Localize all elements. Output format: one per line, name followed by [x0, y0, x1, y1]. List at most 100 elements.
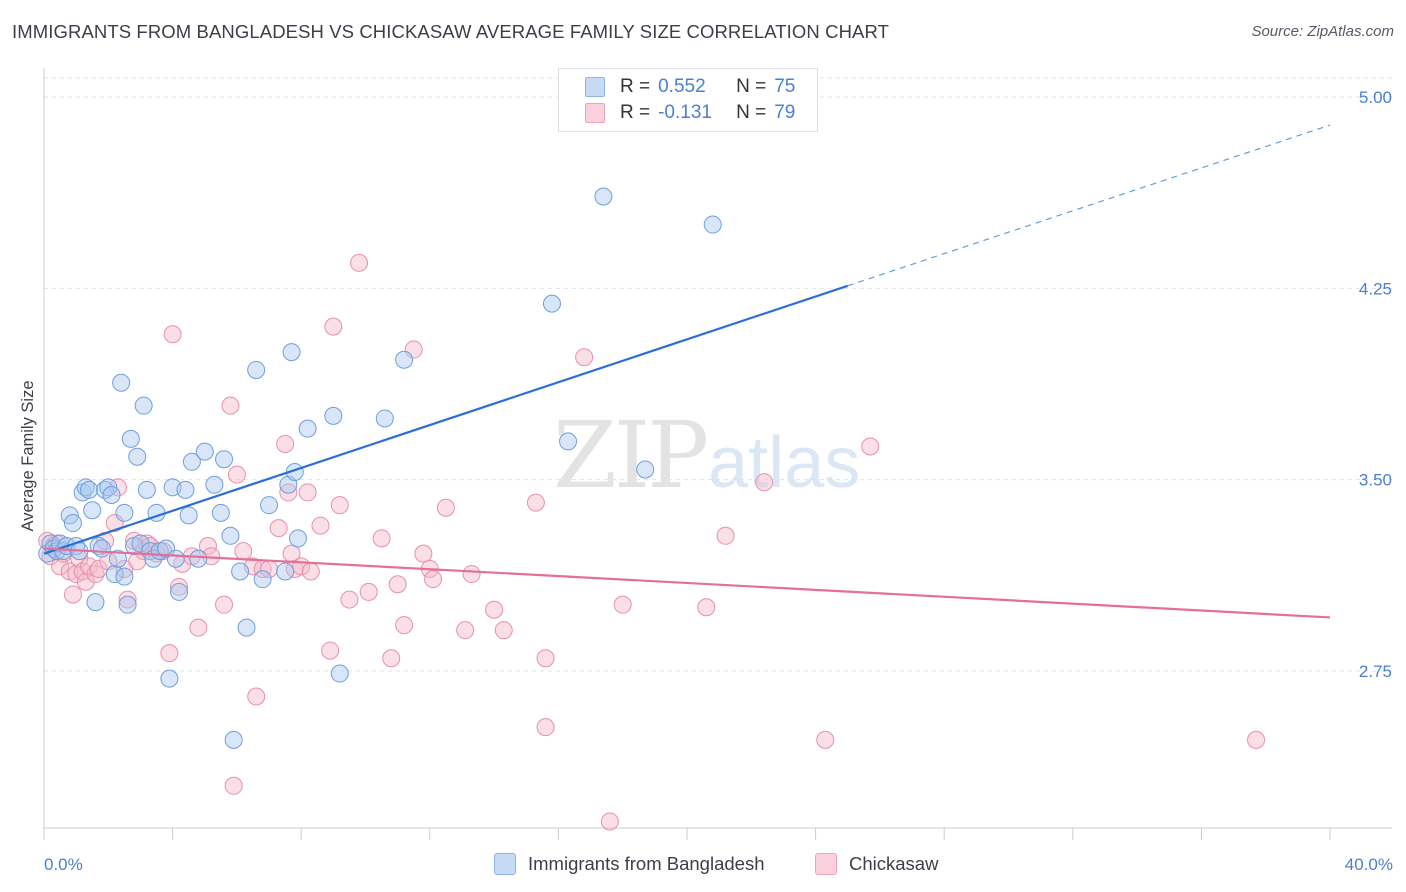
legend-r-value: 0.552: [658, 76, 706, 97]
chickasaw-point: [234, 542, 253, 561]
chickasaw-point: [324, 317, 343, 336]
bangladesh-point: [134, 396, 153, 415]
chickasaw-point: [716, 526, 735, 545]
chickasaw-point: [89, 559, 108, 578]
bottom-legend-label: Immigrants from Bangladesh: [528, 853, 765, 874]
chickasaw-point: [269, 519, 288, 538]
chickasaw-point: [861, 437, 880, 456]
bottom-legend-label: Chickasaw: [849, 853, 939, 874]
chickasaw-point: [536, 718, 555, 737]
bangladesh-point: [703, 215, 722, 234]
bangladesh-point: [276, 562, 295, 581]
chickasaw-point: [76, 572, 95, 591]
y-tick-label: 4.25: [1359, 279, 1392, 298]
chickasaw-point: [485, 600, 504, 619]
bangladesh-point: [86, 593, 105, 612]
chickasaw-point: [395, 616, 414, 635]
bangladesh-point: [118, 595, 137, 614]
bottom-legend-chickasaw[interactable]: Chickasaw: [815, 852, 938, 876]
chickasaw-point: [215, 595, 234, 614]
chickasaw-point: [276, 434, 295, 453]
legend-row-bangladesh: R = 0.552 N = 75: [585, 75, 795, 99]
source-credit[interactable]: Source: ZipAtlas.com: [1251, 23, 1394, 40]
bangladesh-point: [179, 506, 198, 525]
bangladesh-point: [189, 549, 208, 568]
bangladesh-point: [253, 570, 272, 589]
chickasaw-point: [350, 253, 369, 272]
chickasaw-point: [414, 544, 433, 563]
legend-r-value: -0.131: [658, 102, 712, 123]
chickasaw-point: [755, 473, 774, 492]
chickasaw-point: [224, 776, 243, 795]
chickasaw-point: [160, 644, 179, 663]
chickasaw-point: [526, 493, 545, 512]
legend-swatch-pink: [585, 103, 605, 123]
chickasaw-point: [697, 598, 716, 617]
bottom-legend-bangladesh[interactable]: Immigrants from Bangladesh: [494, 852, 765, 876]
bangladesh-point: [247, 360, 266, 379]
chickasaw-point: [382, 649, 401, 668]
chickasaw-point: [301, 562, 320, 581]
bangladesh-point: [215, 450, 234, 469]
chickasaw-point: [311, 516, 330, 535]
bangladesh-point: [375, 409, 394, 428]
chickasaw-point: [600, 812, 619, 831]
y-tick-label: 5.00: [1359, 88, 1392, 107]
chickasaw-point: [1247, 730, 1266, 749]
bangladesh-point: [137, 480, 156, 499]
bangladesh-point: [160, 669, 179, 688]
bangladesh-point: [221, 526, 240, 545]
bangladesh-point: [324, 406, 343, 425]
bangladesh-point: [636, 460, 655, 479]
bangladesh-point: [115, 503, 134, 522]
chickasaw-point: [321, 641, 340, 660]
chickasaw-point: [536, 649, 555, 668]
bangladesh-point: [128, 447, 147, 466]
chickasaw-point: [575, 348, 594, 367]
bangladesh-point: [121, 429, 140, 448]
bangladesh-point: [166, 549, 185, 568]
bangladesh-point: [542, 294, 561, 313]
bangladesh-point: [211, 503, 230, 522]
bottom-legend-swatch-blue: [494, 853, 516, 875]
chickasaw-point: [372, 529, 391, 548]
bangladesh-point: [92, 539, 111, 558]
chickasaw-point: [424, 570, 443, 589]
bangladesh-point: [288, 529, 307, 548]
legend-n-label: N =: [736, 102, 767, 123]
chickasaw-point: [247, 687, 266, 706]
y-axis-title: Average Family Size: [19, 380, 37, 531]
chickasaw-point: [118, 590, 137, 609]
bangladesh-trendline-extension: [847, 124, 1331, 287]
chickasaw-point: [279, 483, 298, 502]
legend-r-label: R =: [620, 102, 651, 123]
bangladesh-point: [80, 480, 99, 499]
chickasaw-point: [436, 498, 455, 517]
y-tick-label: 2.75: [1359, 662, 1392, 681]
bangladesh-point: [63, 514, 82, 533]
bangladesh-point: [237, 618, 256, 637]
bangladesh-point: [224, 730, 243, 749]
bangladesh-point: [298, 419, 317, 438]
y-tick-label: 3.50: [1359, 471, 1392, 490]
chickasaw-point: [359, 582, 378, 601]
chickasaw-point: [163, 325, 182, 344]
legend-n-label: N =: [736, 76, 767, 97]
chickasaw-point: [198, 536, 217, 555]
bangladesh-point: [260, 496, 279, 515]
legend-swatch-blue: [585, 77, 605, 97]
bangladesh-point: [559, 432, 578, 451]
legend-n-value: 75: [774, 76, 796, 97]
correlation-legend: R = 0.552 N = 75 R = -0.131 N = 79: [558, 68, 818, 132]
chickasaw-point: [227, 465, 246, 484]
chickasaw-point: [189, 618, 208, 637]
chickasaw-point: [170, 577, 189, 596]
x-tick-label: 40.0%: [1345, 855, 1393, 874]
chickasaw-point: [330, 496, 349, 515]
bangladesh-trendline: [43, 284, 849, 555]
bangladesh-point: [76, 478, 95, 497]
bangladesh-point: [231, 562, 250, 581]
bangladesh-point: [176, 480, 195, 499]
chickasaw-point: [456, 621, 475, 640]
chickasaw-point: [494, 621, 513, 640]
